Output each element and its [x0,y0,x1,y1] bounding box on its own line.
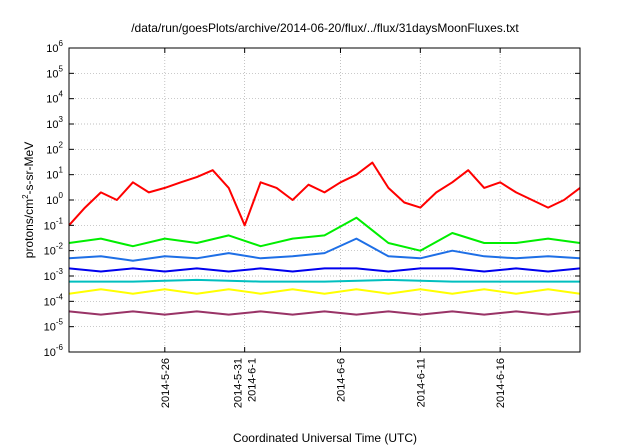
y-tick-base: 10 [44,271,56,283]
y-tick-base: 10 [44,347,56,359]
y-tick-exponent: 1 [59,166,64,175]
y-tick-label: 10-3 [44,267,64,283]
x-axis-title: Coordinated Universal Time (UTC) [233,431,417,445]
y-tick-base: 10 [44,220,56,232]
series-line-3 [68,237,581,262]
y-tick-label: 100 [46,191,63,207]
series-line-2 [68,216,581,252]
y-tick-base: 10 [46,68,58,80]
y-tick-label: 103 [46,115,63,131]
series-line-7 [68,310,581,316]
y-tick-label: 105 [46,64,63,80]
x-tick-label: 2014-6-11 [415,358,427,407]
series-line-6 [68,288,581,295]
x-tick-label: 2014-5-26 [160,358,172,408]
y-tick-base: 10 [46,195,58,207]
y-tick-exponent: 4 [59,90,64,99]
y-tick-label: 10-4 [44,292,64,308]
y-tick-base: 10 [44,246,56,258]
y-tick-label: 10-6 [44,343,64,359]
y-tick-base: 10 [46,170,58,182]
y-tick-label: 10-5 [44,318,64,334]
y-tick-base: 10 [44,322,56,334]
y-axis: 10-610-510-410-310-210-11001011021031041… [44,39,580,359]
y-tick-label: 10-1 [44,216,64,232]
series-line-4 [68,267,581,273]
series-line-1 [68,161,581,227]
y-tick-exponent: -6 [56,343,64,352]
y-tick-label: 104 [46,90,63,106]
series-line-5 [69,278,580,283]
y-axis-title-superscript: 2 [21,194,30,199]
grid [69,48,580,352]
y-tick-exponent: 0 [59,191,64,200]
y-axis-title: protons/cm2-s-sr-MeV [21,142,36,258]
y-tick-label: 102 [46,140,63,156]
y-tick-base: 10 [46,43,58,55]
series-group [68,161,581,316]
y-tick-base: 10 [46,119,58,131]
y-tick-exponent: 6 [59,39,64,48]
y-tick-label: 106 [46,39,63,55]
x-tick-label: 2014-6-6 [335,358,347,402]
x-tick-label: 2014-6-1 [247,358,259,402]
x-tick-label: 2014-6-16 [495,358,507,408]
y-tick-exponent: -4 [56,292,64,301]
y-tick-label: 101 [46,166,63,182]
y-tick-exponent: -2 [56,242,64,251]
y-tick-exponent: 3 [59,115,64,124]
x-tick-label: 2014-5-31 [233,358,245,408]
y-tick-base: 10 [46,94,58,106]
y-axis-title-part: -s-sr-MeV [22,142,36,195]
y-tick-exponent: -3 [56,267,64,276]
y-tick-label: 10-2 [44,242,64,258]
y-tick-exponent: -5 [56,318,64,327]
x-axis: 2014-5-26 2014-5-31 2014-6-1 2014-6-6 2014-6… [160,48,507,408]
y-tick-exponent: -1 [56,216,64,225]
y-tick-base: 10 [44,296,56,308]
y-tick-exponent: 5 [59,64,64,73]
y-tick-exponent: 2 [59,140,64,149]
y-axis-title-part: protons/cm [22,199,36,258]
y-tick-base: 10 [46,144,58,156]
chart-title: /data/run/goesPlots/archive/2014-06-20/f… [131,21,519,35]
